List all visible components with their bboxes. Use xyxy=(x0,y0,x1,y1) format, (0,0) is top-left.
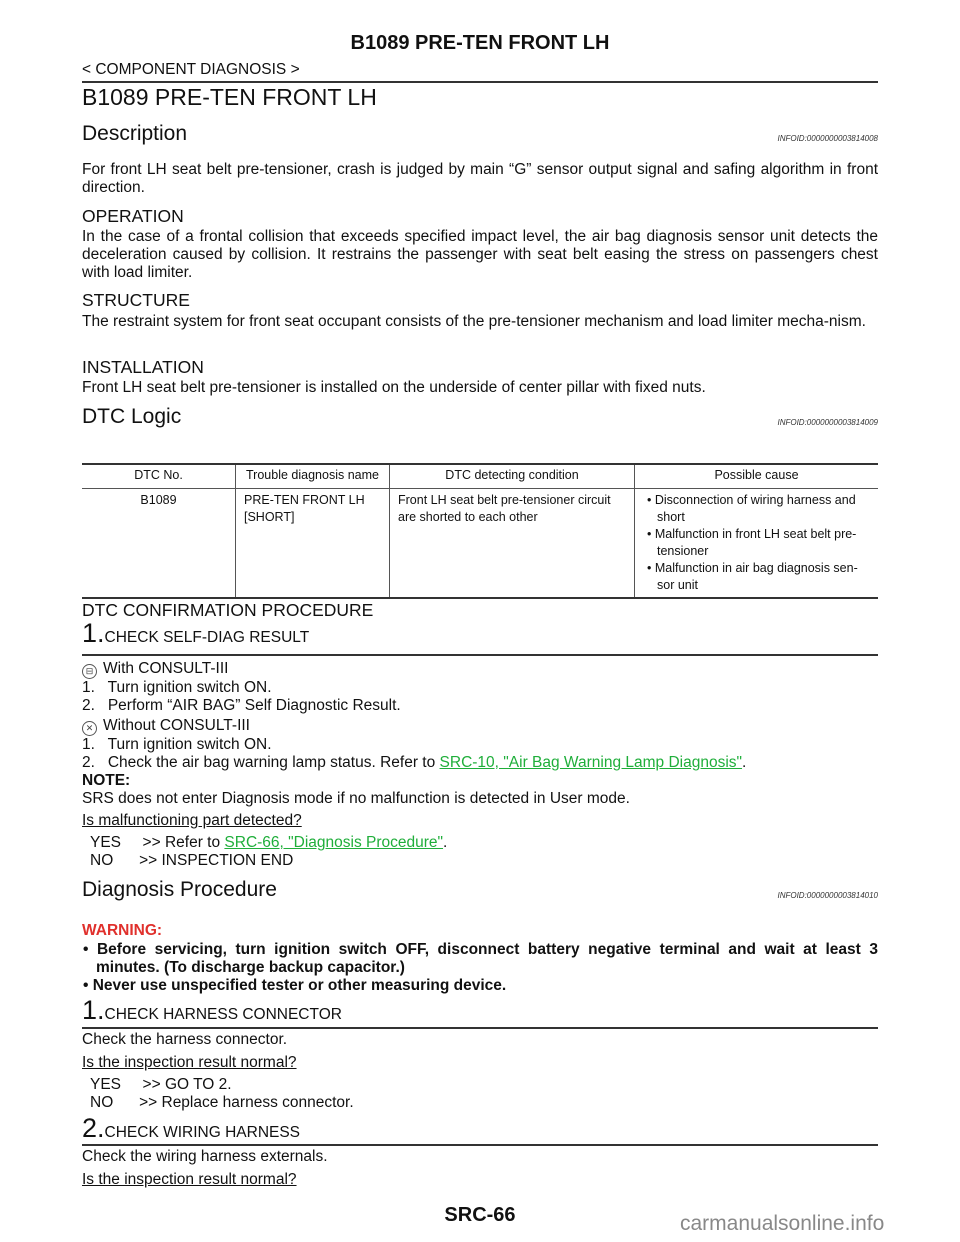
step-heading: 1.CHECK HARNESS CONNECTOR xyxy=(82,997,878,1026)
page-title: B1089 PRE-TEN FRONT LH xyxy=(82,84,377,110)
step-line: 1. Turn ignition switch ON. xyxy=(82,679,272,696)
consult-tool-icon: ⊟ xyxy=(82,664,97,679)
src-66-link[interactable]: SRC-66, "Diagnosis Procedure" xyxy=(224,834,444,851)
note-label: NOTE: xyxy=(82,772,131,789)
yes-line: YES >> GO TO 2. xyxy=(90,1076,232,1093)
operation-heading: OPERATION xyxy=(82,206,184,226)
without-consult-label: Without CONSULT-III xyxy=(103,717,250,734)
col-header: DTC No. xyxy=(82,464,236,489)
step-number: 1. xyxy=(82,995,105,1025)
header-title: B1089 PRE-TEN FRONT LH xyxy=(350,32,610,54)
name-line: [SHORT] xyxy=(244,510,295,524)
no-tool-icon: ✕ xyxy=(82,721,97,736)
step-line: 2. Check the air bag warning lamp status… xyxy=(82,754,440,771)
question: Is malfunctioning part detected? xyxy=(82,812,302,829)
step-number: 2. xyxy=(82,1113,105,1143)
warning-list: Before servicing, turn ignition switch O… xyxy=(82,941,878,995)
question: Is the inspection result normal? xyxy=(82,1054,297,1071)
breadcrumb: < COMPONENT DIAGNOSIS > xyxy=(82,61,300,78)
cell-condition: Front LH seat belt pre-tensioner circuit… xyxy=(389,488,635,598)
diagnosis-heading: Diagnosis Procedure xyxy=(82,878,277,901)
operation-text: In the case of a frontal collision that … xyxy=(82,228,878,281)
yes-line: YES >> Refer to SRC-66, "Diagnosis Proce… xyxy=(90,834,886,852)
cell-causes: Disconnection of wiring harness and shor… xyxy=(634,488,878,598)
cause-item: Disconnection of wiring harness and shor… xyxy=(643,492,870,526)
step-text: Check the harness connector. xyxy=(82,1031,288,1048)
col-header: Trouble diagnosis name xyxy=(235,464,390,489)
with-consult-block: ⊟ With CONSULT-III 1. Turn ignition switch… xyxy=(82,660,878,808)
with-consult-label: With CONSULT-III xyxy=(103,660,229,677)
note-text: SRS does not enter Diagnosis mode if no … xyxy=(82,790,630,807)
step-rule xyxy=(82,1027,878,1029)
warning-item: Before servicing, turn ignition switch O… xyxy=(82,941,878,977)
step-rule xyxy=(82,654,878,656)
cause-item: Malfunction in air bag diagnosis sen-sor… xyxy=(643,560,870,594)
yes-label: YES >> Refer to xyxy=(90,834,225,851)
description-text: For front LH seat belt pre-tensioner, cr… xyxy=(82,161,878,196)
punct: . xyxy=(742,754,747,771)
infoid: INFOID:0000000003814009 xyxy=(777,418,878,427)
step-line: 2. Perform “AIR BAG” Self Diagnostic Res… xyxy=(82,697,401,714)
step-line: 1. Turn ignition switch ON. xyxy=(82,736,272,753)
dtc-logic-heading: DTC Logic xyxy=(82,405,182,428)
step-title: CHECK WIRING HARNESS xyxy=(104,1124,301,1141)
step-title: CHECK HARNESS CONNECTOR xyxy=(104,1006,342,1023)
cause-item: Malfunction in front LH seat belt pre-te… xyxy=(643,526,870,560)
description-heading: Description xyxy=(82,122,188,145)
no-line: NO >> Replace harness connector. xyxy=(90,1094,354,1111)
cell-dtc: B1089 xyxy=(140,493,177,507)
step-heading: 1.CHECK SELF-DIAG RESULT xyxy=(82,620,878,649)
watermark: carmanualsonline.info xyxy=(680,1212,885,1235)
src-10-link[interactable]: SRC-10, "Air Bag Warning Lamp Diagnosis" xyxy=(439,754,743,771)
col-header: Possible cause xyxy=(634,464,878,489)
step-text: Check the wiring harness externals. xyxy=(82,1148,328,1165)
installation-heading: INSTALLATION xyxy=(82,357,204,377)
infoid: INFOID:0000000003814008 xyxy=(777,134,878,143)
header-rule xyxy=(82,81,878,83)
table-row: B1089 PRE-TEN FRONT LH [SHORT] Front LH s… xyxy=(82,488,878,598)
punct: . xyxy=(443,834,448,851)
cell-name: PRE-TEN FRONT LH [SHORT] xyxy=(235,488,390,598)
page-number: SRC-66 xyxy=(444,1204,516,1226)
installation-text: Front LH seat belt pre-tensioner is inst… xyxy=(82,379,706,396)
confirmation-heading: DTC CONFIRMATION PROCEDURE xyxy=(82,600,374,620)
step-rule xyxy=(82,1144,878,1146)
no-line: NO >> INSPECTION END xyxy=(90,852,294,869)
table-header-row: DTC No. Trouble diagnosis name DTC detec… xyxy=(82,464,878,489)
step-title: CHECK SELF-DIAG RESULT xyxy=(104,629,310,646)
question: Is the inspection result normal? xyxy=(82,1171,297,1188)
col-header: DTC detecting condition xyxy=(389,464,635,489)
step-number: 1. xyxy=(82,618,105,648)
structure-text: The restraint system for front seat occu… xyxy=(82,313,866,330)
warning-item: Never use unspecified tester or other me… xyxy=(82,977,878,995)
dtc-table: DTC No. Trouble diagnosis name DTC detec… xyxy=(82,463,878,599)
name-line: PRE-TEN FRONT LH xyxy=(244,493,365,507)
warning-label: WARNING: xyxy=(82,922,163,939)
step-heading: 2.CHECK WIRING HARNESS xyxy=(82,1115,878,1144)
structure-heading: STRUCTURE xyxy=(82,290,190,310)
infoid: INFOID:0000000003814010 xyxy=(777,891,878,900)
